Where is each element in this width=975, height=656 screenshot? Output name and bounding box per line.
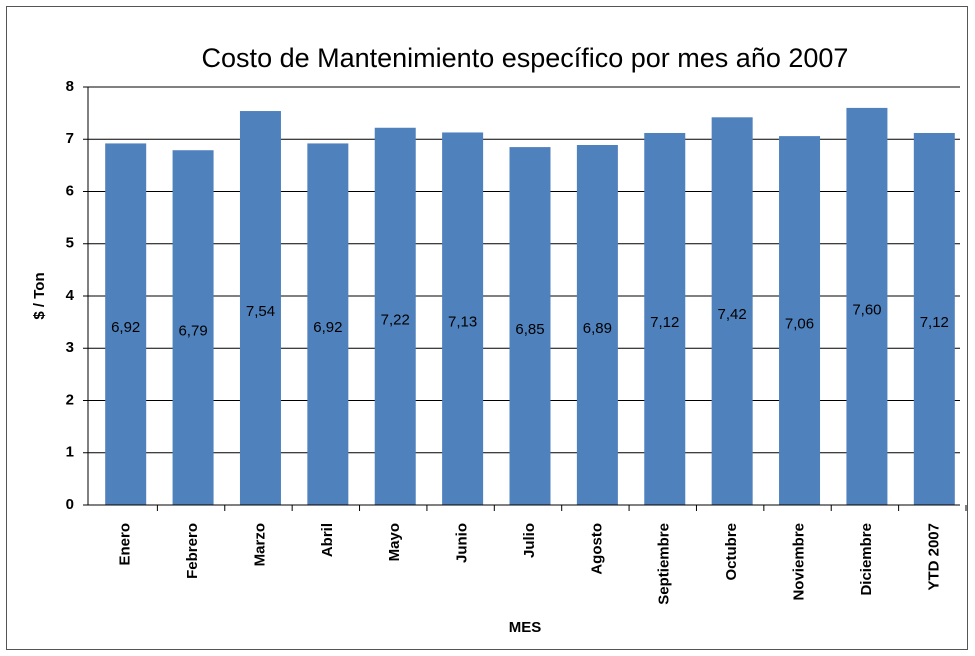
bar <box>644 132 686 506</box>
bar <box>374 127 416 505</box>
bar <box>711 117 753 506</box>
data-label: 7,60 <box>852 301 881 318</box>
data-label: 6,85 <box>515 321 544 338</box>
x-tick-label: Enero <box>117 523 134 566</box>
x-tick-label: Junio <box>454 523 471 563</box>
data-label: 7,22 <box>381 311 410 328</box>
y-tick-label: 5 <box>66 235 74 252</box>
x-axis-title: MES <box>509 619 542 636</box>
bar <box>172 150 214 505</box>
data-label: 6,89 <box>583 320 612 337</box>
bar <box>307 143 349 505</box>
data-label: 7,13 <box>448 314 477 331</box>
x-tick-label: Octubre <box>723 523 740 581</box>
data-label: 6,92 <box>313 319 342 336</box>
x-tick-label: Abril <box>319 523 336 557</box>
chart-title: Costo de Mantenimiento específico por me… <box>202 43 849 73</box>
y-tick-label: 0 <box>66 496 74 513</box>
data-label: 7,12 <box>650 314 679 331</box>
data-label: 7,54 <box>246 303 275 320</box>
data-label: 6,79 <box>178 323 207 340</box>
x-tick-label: Diciembre <box>858 523 875 596</box>
y-tick-label: 2 <box>66 391 74 408</box>
data-label: 7,06 <box>785 316 814 333</box>
y-axis-title: $ / Ton <box>31 272 48 319</box>
y-tick-label: 3 <box>66 339 74 356</box>
bar <box>576 144 618 505</box>
data-label: 7,42 <box>718 306 747 323</box>
x-tick-label: Septiembre <box>656 523 673 605</box>
bar <box>105 143 147 505</box>
bar <box>442 132 484 505</box>
data-label: 6,92 <box>111 319 140 336</box>
y-tick-label: 8 <box>66 78 74 95</box>
x-tick-label: Agosto <box>588 523 605 575</box>
bar <box>846 107 888 506</box>
x-tick-label: Febrero <box>184 523 201 579</box>
x-tick-label: Julio <box>521 523 538 558</box>
y-tick-label: 7 <box>66 130 74 147</box>
y-tick-label: 1 <box>66 444 74 461</box>
bar <box>779 136 821 506</box>
x-tick-label: YTD 2007 <box>925 523 942 591</box>
y-tick-label: 6 <box>66 182 74 199</box>
bar <box>239 111 281 505</box>
data-label: 7,12 <box>920 314 949 331</box>
chart-frame <box>6 6 968 650</box>
y-tick-label: 4 <box>66 287 75 304</box>
x-tick-label: Marzo <box>251 523 268 566</box>
bar <box>509 147 551 505</box>
bar <box>913 132 955 506</box>
x-tick-label: Mayo <box>386 523 403 561</box>
x-tick-label: Noviembre <box>791 523 808 601</box>
